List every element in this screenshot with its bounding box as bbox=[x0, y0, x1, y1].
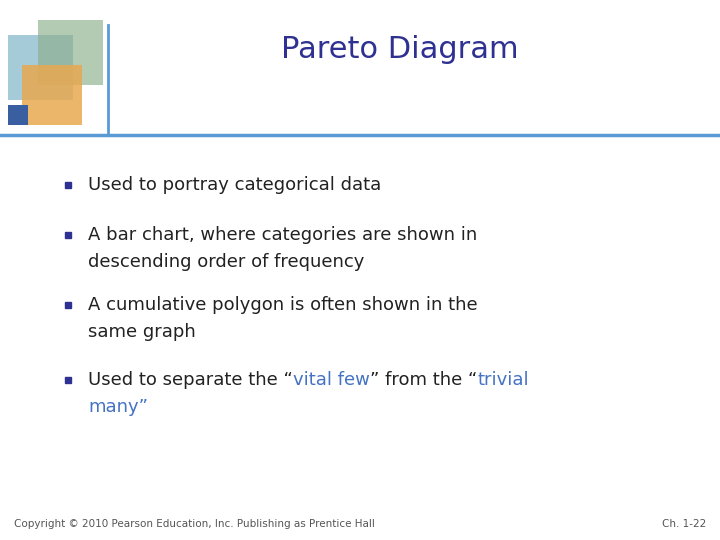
FancyBboxPatch shape bbox=[22, 65, 82, 125]
Text: many”: many” bbox=[88, 398, 148, 416]
Text: Copyright © 2010 Pearson Education, Inc. Publishing as Prentice Hall: Copyright © 2010 Pearson Education, Inc.… bbox=[14, 519, 375, 529]
Text: vital few: vital few bbox=[293, 371, 370, 389]
Text: Ch. 1-22: Ch. 1-22 bbox=[662, 519, 706, 529]
Text: A bar chart, where categories are shown in: A bar chart, where categories are shown … bbox=[88, 226, 477, 244]
Text: same graph: same graph bbox=[88, 323, 196, 341]
Text: Used to separate the “: Used to separate the “ bbox=[88, 371, 293, 389]
Text: Used to portray categorical data: Used to portray categorical data bbox=[88, 176, 382, 194]
Text: trivial: trivial bbox=[477, 371, 528, 389]
FancyBboxPatch shape bbox=[8, 105, 28, 125]
Text: ” from the “: ” from the “ bbox=[370, 371, 477, 389]
Text: descending order of frequency: descending order of frequency bbox=[88, 253, 364, 271]
Text: Pareto Diagram: Pareto Diagram bbox=[282, 36, 519, 64]
FancyBboxPatch shape bbox=[8, 35, 73, 100]
FancyBboxPatch shape bbox=[38, 20, 103, 85]
Text: A cumulative polygon is often shown in the: A cumulative polygon is often shown in t… bbox=[88, 296, 477, 314]
